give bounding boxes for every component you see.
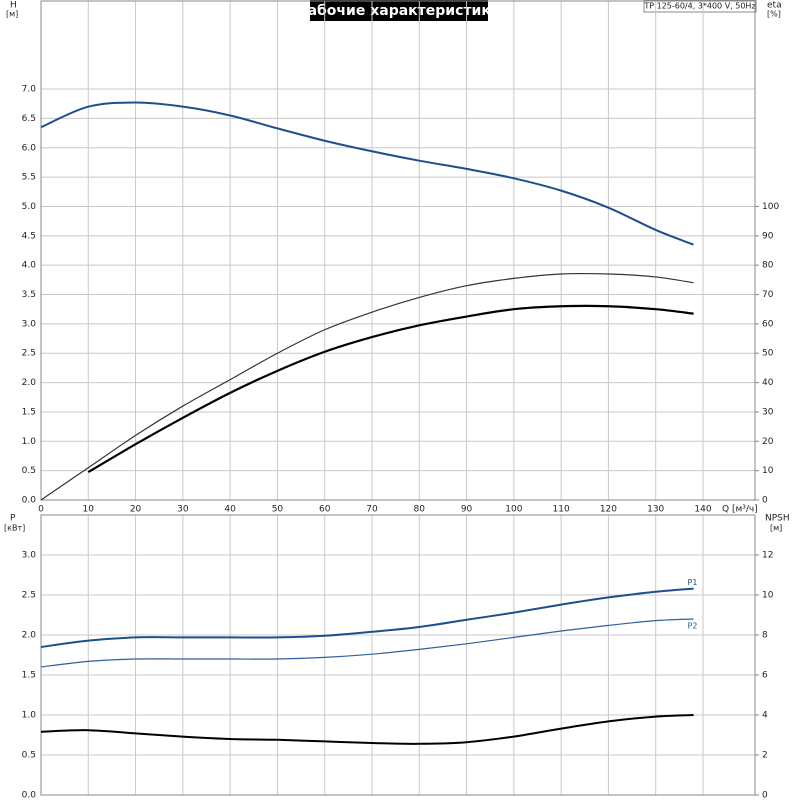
y-label-unit: [кВт] bbox=[4, 524, 25, 533]
curve-label: P1 bbox=[688, 578, 698, 587]
y-tick-label: 4.5 bbox=[22, 231, 36, 241]
y-tick-label: 2.0 bbox=[22, 631, 37, 641]
y-tick-label: 2.5 bbox=[22, 591, 36, 601]
y2-tick-label: 4 bbox=[762, 711, 768, 721]
x-tick-label: 120 bbox=[600, 505, 617, 515]
plot-frame bbox=[40, 0, 756, 501]
x-tick-label: 30 bbox=[177, 505, 189, 515]
y-label: H bbox=[10, 1, 17, 11]
x-tick-label: 50 bbox=[272, 505, 284, 515]
y2-tick-label: 2 bbox=[762, 751, 768, 761]
y-tick-label: 7.0 bbox=[22, 85, 37, 95]
y2-tick-label: 60 bbox=[762, 319, 774, 329]
y-tick-label: 1.5 bbox=[22, 407, 36, 417]
y-tick-label: 1.0 bbox=[22, 437, 37, 447]
y-tick-label: 6.0 bbox=[22, 143, 37, 153]
curve bbox=[40, 618, 694, 668]
y-tick-label: 3.5 bbox=[22, 290, 36, 300]
y2-tick-label: 20 bbox=[762, 437, 774, 447]
y2-tick-label: 30 bbox=[762, 407, 774, 417]
y2-label: NPSH bbox=[765, 514, 790, 524]
y-tick-label: 0.0 bbox=[22, 496, 37, 506]
y2-tick-label: 70 bbox=[762, 290, 774, 300]
x-tick-label: 0 bbox=[38, 505, 44, 515]
x-tick-label: 100 bbox=[505, 505, 522, 515]
y2-tick-label: 0 bbox=[762, 791, 768, 800]
curve bbox=[40, 587, 694, 648]
x-tick-label: 40 bbox=[224, 505, 236, 515]
y2-label-unit: [м] bbox=[770, 524, 782, 533]
y2-tick-label: 90 bbox=[762, 231, 774, 241]
y-tick-label: 1.5 bbox=[22, 671, 36, 681]
x-tick-label: 110 bbox=[553, 505, 570, 515]
y-tick-label: 4.0 bbox=[22, 261, 37, 271]
curve bbox=[40, 272, 694, 501]
x-tick-label: 70 bbox=[366, 505, 378, 515]
x-tick-label: 140 bbox=[694, 505, 711, 515]
x-tick-label: 10 bbox=[83, 505, 95, 515]
y2-tick-label: 80 bbox=[762, 261, 774, 271]
y-tick-label: 0.5 bbox=[22, 751, 36, 761]
chart-title: Рабочие характеристики bbox=[297, 3, 500, 19]
x-tick-label: 60 bbox=[319, 505, 331, 515]
subtitle-box bbox=[643, 0, 757, 13]
y-tick-label: 5.0 bbox=[22, 202, 37, 212]
y-tick-label: 5.5 bbox=[22, 173, 36, 183]
y-tick-label: 2.5 bbox=[22, 349, 36, 359]
y2-tick-label: 8 bbox=[762, 631, 768, 641]
y2-tick-label: 10 bbox=[762, 591, 774, 601]
curve bbox=[40, 714, 694, 745]
x-tick-label: 130 bbox=[647, 505, 664, 515]
y-tick-label: 3.0 bbox=[22, 319, 37, 329]
curve bbox=[87, 304, 694, 474]
x-tick-label: 20 bbox=[130, 505, 142, 515]
x-label: Q [м³/ч] bbox=[722, 505, 758, 515]
y2-tick-label: 12 bbox=[762, 551, 773, 561]
y-tick-label: 3.0 bbox=[22, 551, 37, 561]
y2-tick-label: 40 bbox=[762, 378, 774, 388]
y2-tick-label: 10 bbox=[762, 466, 774, 476]
y-label: P bbox=[10, 514, 16, 524]
y2-tick-label: 6 bbox=[762, 671, 768, 681]
y-tick-label: 2.0 bbox=[22, 378, 37, 388]
y-label-unit: [м] bbox=[6, 10, 18, 19]
x-tick-label: 90 bbox=[461, 505, 473, 515]
y2-label-unit: [%] bbox=[767, 10, 781, 19]
y-tick-label: 6.5 bbox=[22, 114, 36, 124]
y2-tick-label: 100 bbox=[762, 202, 779, 212]
plot-frame bbox=[40, 514, 756, 796]
title-box bbox=[310, 0, 488, 21]
subtitle: TP 125-60/4, 3*400 V, 50Hz bbox=[643, 2, 755, 11]
curve-label: P2 bbox=[688, 622, 698, 631]
y-tick-label: 0.5 bbox=[22, 466, 36, 476]
y2-label: eta bbox=[767, 1, 782, 11]
y2-tick-label: 50 bbox=[762, 349, 774, 359]
y2-tick-label: 0 bbox=[762, 496, 768, 506]
curve bbox=[40, 101, 694, 246]
x-tick-label: 80 bbox=[414, 505, 426, 515]
y-tick-label: 1.0 bbox=[22, 711, 37, 721]
y-tick-label: 0.0 bbox=[22, 791, 37, 800]
